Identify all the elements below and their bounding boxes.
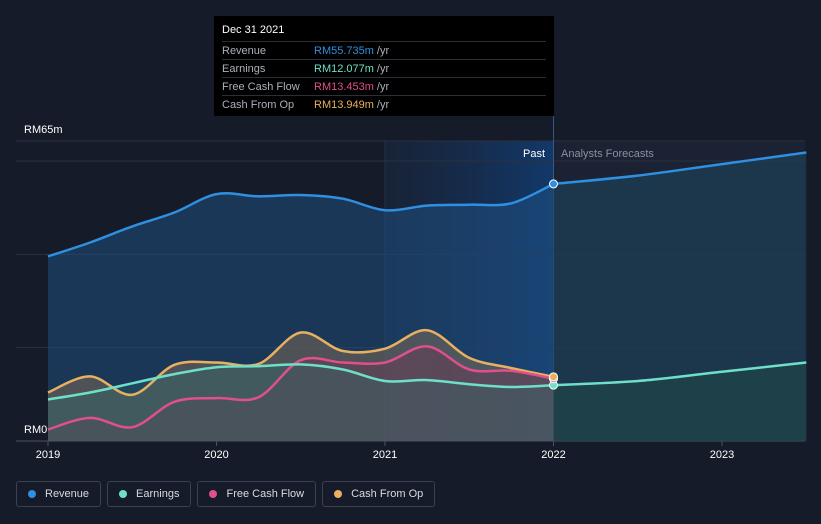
tooltip-label: Revenue bbox=[222, 44, 267, 57]
series-lines bbox=[47, 151, 807, 431]
legend-dot-icon bbox=[119, 490, 128, 498]
legend-dot-icon bbox=[28, 490, 36, 498]
tooltip-label: Earnings bbox=[222, 62, 266, 75]
legend-label: Cash From Op bbox=[351, 488, 424, 500]
tooltip-row-earnings: Earnings RM12.077m /yr bbox=[222, 59, 546, 77]
x-tick-label: 2022 bbox=[541, 449, 565, 461]
hover-tooltip: Dec 31 2021 Revenue RM55.735m /yr Earnin… bbox=[214, 16, 554, 116]
series-markers bbox=[549, 179, 558, 390]
legend-label: Free Cash Flow bbox=[226, 488, 305, 500]
x-axis-ticks: 2019 2020 2021 2022 2023 bbox=[36, 441, 734, 461]
tooltip-unit: /yr bbox=[376, 80, 390, 93]
legend-dot-icon bbox=[209, 490, 218, 498]
tooltip-unit: /yr bbox=[376, 98, 390, 111]
legend-label: Earnings bbox=[136, 488, 180, 500]
forecast-line-revenue bbox=[553, 151, 807, 186]
legend-dot-icon bbox=[334, 490, 343, 498]
tooltip-row-revenue: Revenue RM55.735m /yr bbox=[222, 41, 546, 59]
tooltip-value: RM13.949m bbox=[314, 98, 374, 111]
line-revenue bbox=[47, 182, 555, 258]
forecast-label: Analysts Forecasts bbox=[561, 148, 654, 160]
legend-label: Revenue bbox=[45, 488, 90, 500]
marker-revenue bbox=[549, 179, 558, 189]
area-free-cash-flow bbox=[48, 346, 554, 441]
tooltip-row-free-cash-flow: Free Cash Flow RM13.453m /yr bbox=[222, 77, 546, 95]
tooltip-value: RM12.077m bbox=[314, 62, 374, 75]
line-free-cash-flow bbox=[47, 345, 554, 431]
line-earnings bbox=[47, 363, 554, 401]
area-earnings bbox=[48, 364, 554, 441]
legend-item-revenue[interactable]: Revenue bbox=[16, 481, 102, 507]
tooltip-value: RM13.453m bbox=[314, 80, 374, 93]
tooltip-row-cash-from-op: Cash From Op RM13.949m /yr bbox=[222, 95, 546, 113]
tooltip-date: Dec 31 2021 bbox=[222, 24, 285, 36]
forecast-area-earnings bbox=[553, 362, 807, 441]
legend-item-free-cash-flow[interactable]: Free Cash Flow bbox=[197, 481, 317, 507]
series-areas bbox=[48, 152, 807, 441]
tooltip-unit: /yr bbox=[376, 44, 390, 57]
x-tick-label: 2023 bbox=[710, 449, 734, 461]
y-axis-bottom-label: RM0 bbox=[24, 424, 47, 436]
chart-legend: Revenue Earnings Free Cash Flow Cash Fro… bbox=[16, 481, 436, 507]
marker-cash-from-op bbox=[549, 372, 558, 382]
forecast-line-earnings bbox=[553, 361, 807, 387]
x-tick-label: 2019 bbox=[36, 449, 60, 461]
legend-item-cash-from-op[interactable]: Cash From Op bbox=[322, 481, 436, 507]
line-cash-from-op bbox=[47, 328, 554, 397]
y-axis-top-label: RM65m bbox=[24, 124, 63, 136]
x-tick-label: 2020 bbox=[204, 449, 228, 461]
tooltip-unit: /yr bbox=[376, 62, 390, 75]
area-cash-from-op bbox=[48, 330, 554, 441]
tooltip-value: RM55.735m bbox=[314, 44, 374, 57]
tooltip-label: Cash From Op bbox=[222, 98, 295, 111]
x-tick-label: 2021 bbox=[373, 449, 397, 461]
tooltip-label: Free Cash Flow bbox=[222, 80, 300, 93]
legend-item-earnings[interactable]: Earnings bbox=[107, 481, 192, 507]
past-label: Past bbox=[523, 148, 545, 160]
